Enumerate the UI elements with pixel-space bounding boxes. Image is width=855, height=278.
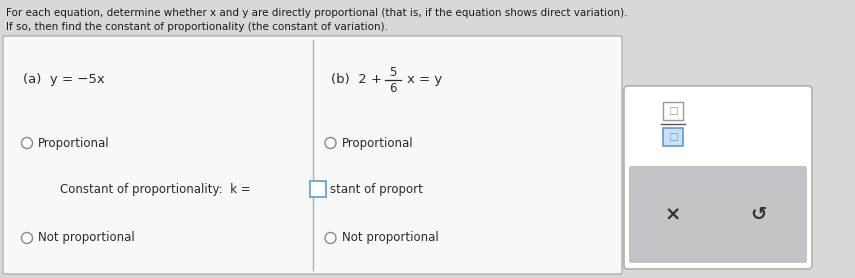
Text: (a)  y = −5x: (a) y = −5x <box>23 73 105 86</box>
Circle shape <box>21 138 32 148</box>
Text: For each equation, determine whether x and y are directly proportional (that is,: For each equation, determine whether x a… <box>6 8 628 18</box>
Text: 5: 5 <box>389 66 396 80</box>
Text: Proportional: Proportional <box>38 136 109 150</box>
Text: If so, then find the constant of proportionality (the constant of variation).: If so, then find the constant of proport… <box>6 22 388 32</box>
Text: Not proportional: Not proportional <box>341 232 439 244</box>
FancyBboxPatch shape <box>310 181 326 197</box>
Text: □: □ <box>668 132 678 142</box>
Text: stant of proport: stant of proport <box>330 183 423 197</box>
Text: ↺: ↺ <box>750 205 766 224</box>
Text: □: □ <box>668 106 678 116</box>
FancyBboxPatch shape <box>624 86 812 269</box>
Circle shape <box>21 232 32 244</box>
Text: ×: × <box>665 205 681 224</box>
Text: Not proportional: Not proportional <box>38 232 135 244</box>
Circle shape <box>325 232 336 244</box>
Bar <box>663 102 683 120</box>
FancyBboxPatch shape <box>3 36 622 274</box>
Bar <box>663 128 683 146</box>
Text: Proportional: Proportional <box>341 136 413 150</box>
Text: Constant of proportionality:  k =: Constant of proportionality: k = <box>60 183 251 197</box>
Text: x = y: x = y <box>406 73 442 86</box>
Text: (b)  2 +: (b) 2 + <box>331 73 386 86</box>
FancyBboxPatch shape <box>629 166 807 263</box>
Text: 6: 6 <box>389 81 396 95</box>
Circle shape <box>325 138 336 148</box>
